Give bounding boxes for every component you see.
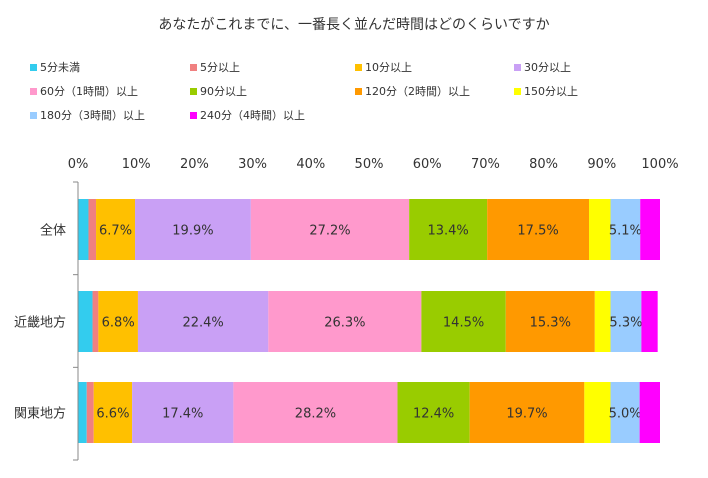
legend-item: 150分以上	[514, 85, 578, 99]
legend-swatch	[190, 87, 197, 95]
data-label: 14.5%	[443, 316, 484, 331]
legend-item: 180分（3時間）以上	[30, 109, 145, 123]
bar-segment	[584, 382, 611, 443]
legend-swatch	[30, 111, 37, 119]
bar-segment	[640, 199, 660, 260]
x-tick-label: 60%	[413, 157, 442, 172]
bar-segment	[88, 199, 97, 260]
legend-label: 150分以上	[524, 85, 578, 98]
data-label: 19.7%	[506, 407, 547, 422]
category-label: 近畿地方	[14, 315, 66, 331]
bar-segment	[93, 382, 133, 443]
legend-item: 240分（4時間）以上	[190, 109, 305, 123]
bar-segment	[78, 291, 93, 352]
legend-label: 60分（1時間）以上	[40, 85, 138, 98]
x-tick-label: 40%	[296, 157, 325, 172]
data-label: 5.3%	[609, 316, 642, 331]
data-label: 22.4%	[182, 316, 223, 331]
bar-segment	[92, 291, 99, 352]
category-label: 全体	[40, 223, 66, 239]
bar-segment	[268, 291, 422, 352]
legend-item: 10分以上	[355, 61, 412, 75]
legend-swatch	[30, 63, 37, 71]
bar-segment	[610, 291, 642, 352]
data-label: 5.0%	[609, 407, 642, 422]
legend-swatch	[514, 87, 521, 95]
data-label: 5.1%	[609, 224, 642, 239]
bar-segment	[610, 199, 641, 260]
legend-swatch	[190, 111, 197, 119]
bar-segment	[78, 382, 87, 443]
data-label: 15.3%	[530, 316, 571, 331]
legend-item: 5分以上	[190, 61, 240, 75]
legend-item: 120分（2時間）以上	[355, 85, 470, 99]
bar-segment	[610, 382, 640, 443]
bar-segment	[505, 291, 595, 352]
data-label: 6.7%	[99, 224, 132, 239]
bar-segment	[98, 291, 138, 352]
bar-segment	[135, 199, 251, 260]
bar-segment	[639, 382, 660, 443]
bar-segment	[233, 382, 398, 443]
bar-segment	[588, 199, 611, 260]
legend-label: 5分以上	[200, 61, 240, 74]
x-tick-label: 90%	[587, 157, 616, 172]
legend-swatch	[514, 63, 521, 71]
x-tick-label: 30%	[238, 157, 267, 172]
legend-label: 240分（4時間）以上	[200, 109, 305, 122]
data-label: 17.4%	[162, 407, 203, 422]
data-label: 6.6%	[96, 407, 129, 422]
legend-swatch	[190, 63, 197, 71]
data-label: 19.9%	[172, 224, 213, 239]
data-label: 28.2%	[295, 407, 336, 422]
legend: 5分未満 5分以上 10分以上 30分以上 60分（1時間）以上 90分以上 120分（2時…	[0, 0, 708, 130]
x-tick-label: 70%	[471, 157, 500, 172]
legend-swatch	[355, 87, 362, 95]
category-label: 関東地方	[14, 406, 66, 422]
legend-swatch	[355, 63, 362, 71]
legend-item: 5分未満	[30, 61, 80, 75]
legend-label: 90分以上	[200, 85, 247, 98]
x-tick-label: 100%	[641, 157, 678, 172]
bar-segment	[641, 291, 658, 352]
x-tick-label: 20%	[180, 157, 209, 172]
data-label: 6.8%	[102, 316, 135, 331]
chart-title: あなたがこれまでに、一番長く並んだ時間はどのくらいですか	[158, 17, 550, 33]
bar-segment	[132, 382, 234, 443]
bar-segment	[86, 382, 94, 443]
bar-segment	[78, 199, 89, 260]
x-tick-label: 50%	[355, 157, 384, 172]
data-label: 17.5%	[517, 224, 558, 239]
x-tick-label: 10%	[122, 157, 151, 172]
bar-segment	[421, 291, 506, 352]
legend-label: 30分以上	[524, 61, 571, 74]
bar-segment	[594, 291, 611, 352]
legend-item: 30分以上	[514, 61, 571, 75]
bar-segment	[487, 199, 589, 260]
legend-label: 10分以上	[365, 61, 412, 74]
legend-item: 90分以上	[190, 85, 247, 99]
data-label: 13.4%	[427, 224, 468, 239]
legend-swatch	[30, 87, 37, 95]
bar-segment	[96, 199, 136, 260]
x-tick-label: 0%	[68, 157, 89, 172]
data-label: 12.4%	[413, 407, 454, 422]
bar-segment	[250, 199, 410, 260]
legend-label: 180分（3時間）以上	[40, 109, 145, 122]
bar-segment	[397, 382, 470, 443]
data-label: 26.3%	[324, 316, 365, 331]
legend-item: 60分（1時間）以上	[30, 85, 138, 99]
bar-segment	[409, 199, 488, 260]
legend-label: 5分未満	[40, 61, 80, 74]
bar-segment	[469, 382, 585, 443]
x-tick-label: 80%	[529, 157, 558, 172]
data-label: 27.2%	[309, 224, 350, 239]
legend-label: 120分（2時間）以上	[365, 85, 470, 98]
bar-segment	[137, 291, 269, 352]
